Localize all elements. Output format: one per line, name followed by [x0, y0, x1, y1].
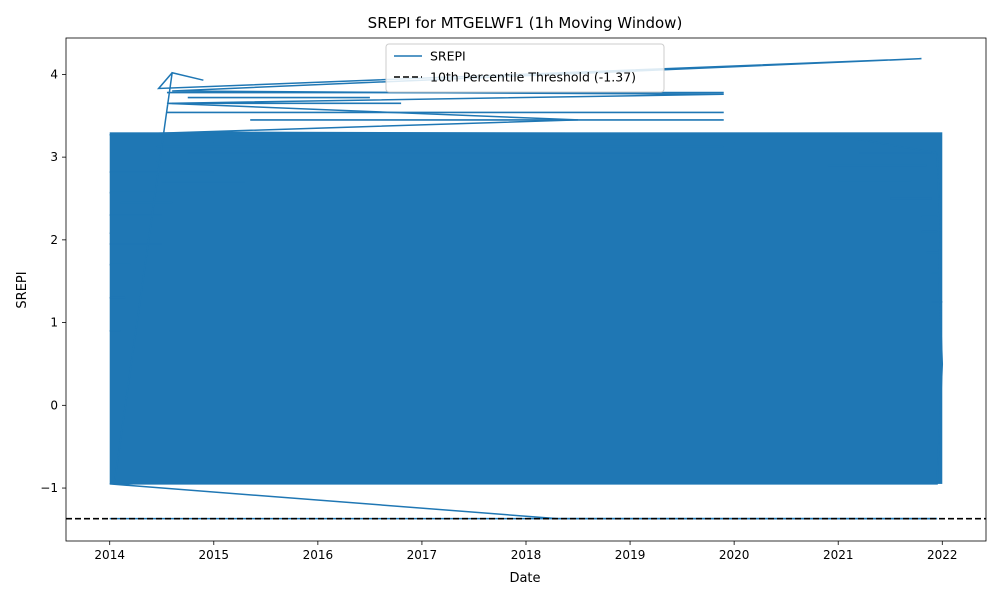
y-tick-label: 3 — [50, 150, 58, 164]
x-tick-label: 2019 — [615, 548, 646, 562]
srepi-line — [109, 57, 944, 520]
x-tick-label: 2021 — [823, 548, 854, 562]
x-tick-label: 2022 — [927, 548, 958, 562]
y-tick-label: 2 — [50, 233, 58, 247]
y-tick-label: 1 — [50, 316, 58, 330]
legend-box — [385, 43, 665, 93]
legend-label: 10th Percentile Threshold (-1.37) — [430, 70, 636, 85]
legend-label: SREPI — [430, 49, 466, 64]
y-tick-label: 0 — [50, 398, 58, 412]
y-tick-label: −1 — [40, 481, 58, 495]
legend: SREPI 10th Percentile Threshold (-1.37) — [385, 43, 665, 93]
x-tick-label: 2017 — [407, 548, 438, 562]
y-axis-label: SREPI — [15, 271, 30, 308]
x-tick-label: 2016 — [303, 548, 334, 562]
x-axis-label: Date — [509, 571, 540, 586]
x-tick-label: 2020 — [719, 548, 750, 562]
x-tick-label: 2015 — [199, 548, 230, 562]
x-tick-label: 2014 — [94, 548, 125, 562]
srepi-dense-band — [109, 132, 943, 484]
y-tick-label: 4 — [50, 67, 58, 81]
axes: 2014 2015 2016 2017 2018 2019 2020 2021 2022 −1 0 1… — [40, 37, 987, 562]
plot-area — [66, 57, 986, 520]
x-tick-label: 2018 — [511, 548, 542, 562]
chart-title: SREPI for MTGELWF1 (1h Moving Window) — [368, 14, 683, 32]
